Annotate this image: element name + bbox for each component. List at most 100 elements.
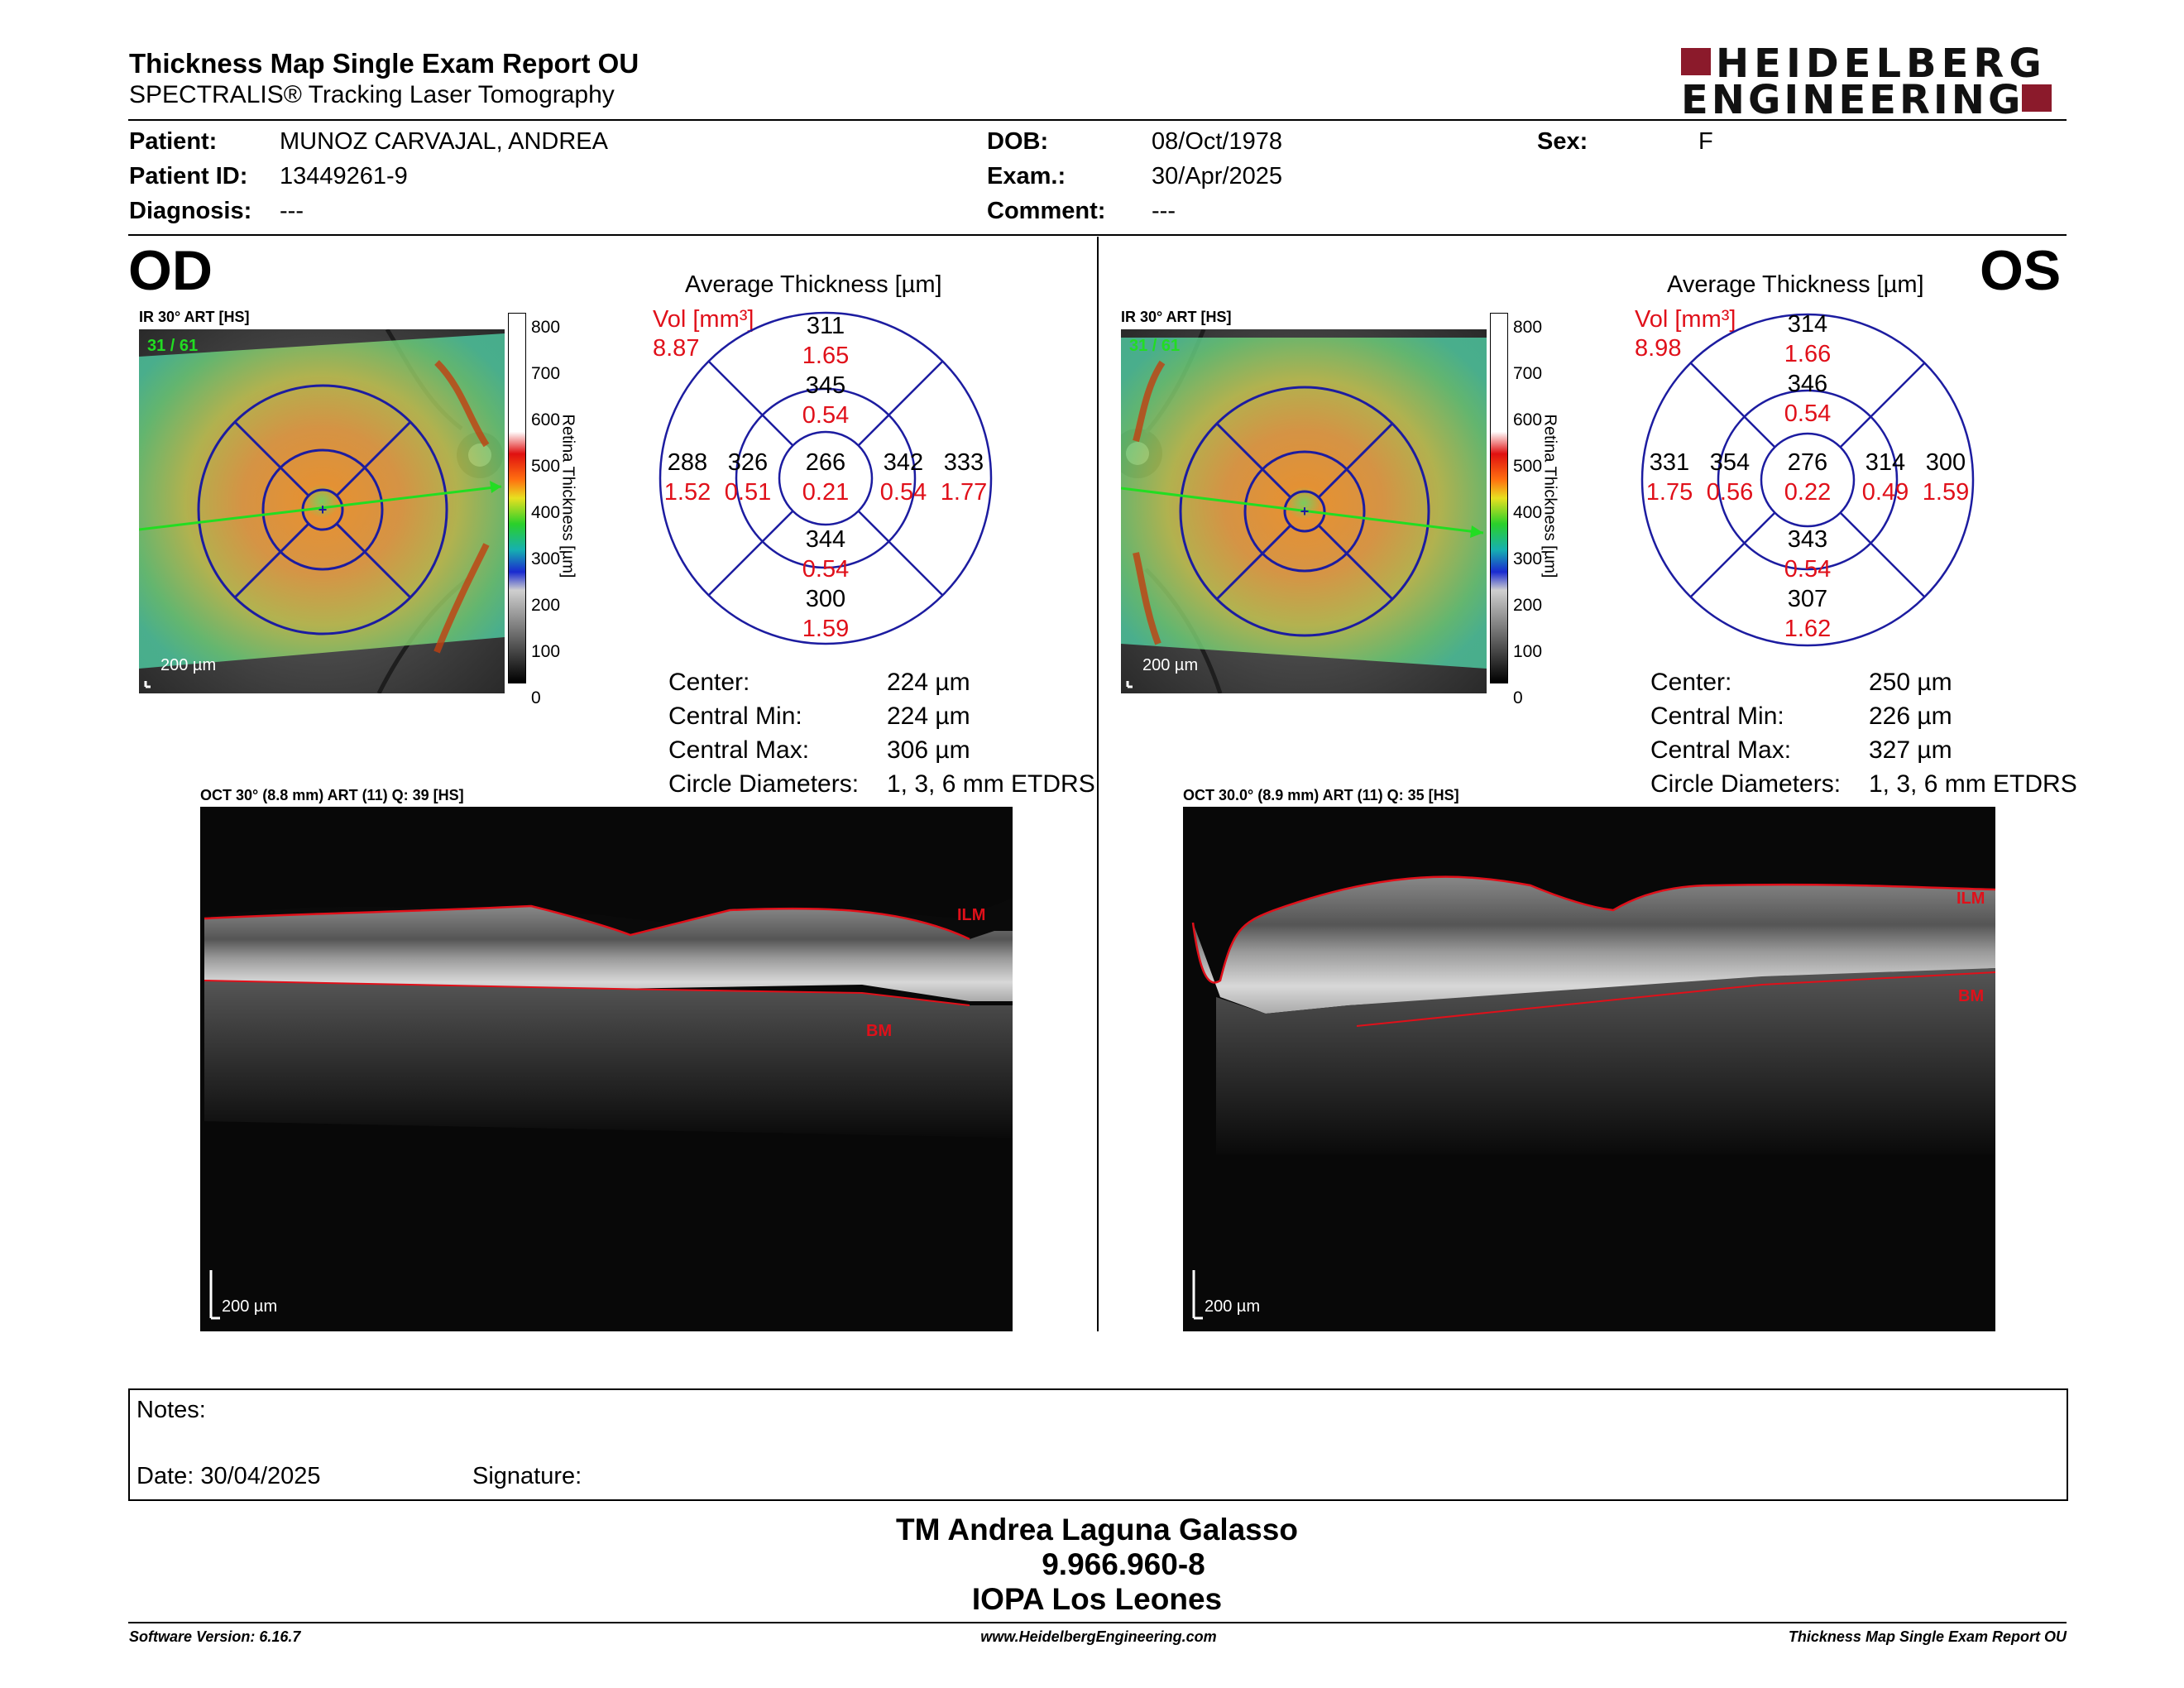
os-inner-top-thickness: 346 [1787, 371, 1828, 397]
od-inner-right-volume: 0.54 [879, 479, 927, 506]
logo-text-bottom: ENGINEERING [1681, 77, 2024, 123]
os-center-label: Center: [1650, 669, 1732, 696]
os-outer-left-thickness: 331 [1649, 449, 1690, 476]
od-outer-left-volume: 1.52 [663, 479, 711, 506]
sex-label: Sex: [1537, 128, 1588, 155]
patient-name: MUNOZ CARVAJAL, ANDREA [280, 128, 608, 155]
os-vol-value: 8.98 [1635, 335, 1682, 362]
od-fundus-image: + [138, 328, 505, 695]
report-title: Thickness Map Single Exam Report OU [129, 48, 639, 79]
od-center-value: 224 µm [887, 669, 970, 696]
od-inner-left-thickness: 326 [727, 449, 769, 476]
od-outer-top-thickness: 311 [806, 313, 845, 339]
os-max-value: 327 µm [1869, 736, 1952, 764]
os-inner-left-volume: 0.56 [1706, 479, 1754, 506]
eye-divider [1097, 237, 1099, 1331]
od-etdrs-grid: 311 1.65 345 0.54 266 0.21 344 0.54 300 1.59 … [659, 311, 993, 645]
od-inner-bottom: 344 0.54 [784, 525, 867, 584]
os-tick-200: 200 [1513, 596, 1543, 615]
os-oct-label: OCT 30.0° (8.9 mm) ART (11) Q: 35 [HS] [1183, 787, 1459, 803]
os-inner-bottom-thickness: 343 [1787, 526, 1828, 553]
od-tick-200: 200 [531, 596, 561, 615]
os-outer-left: 331 1.75 [1640, 448, 1698, 507]
os-outer-bottom-volume: 1.62 [1784, 616, 1832, 642]
patient-label: Patient: [129, 128, 218, 155]
dob-value: 08/Oct/1978 [1152, 128, 1282, 155]
os-ir-label: IR 30° ART [HS] [1121, 309, 1232, 325]
od-vol-label: Vol [mm³] [653, 306, 754, 333]
os-etdrs-grid: 314 1.66 346 0.54 276 0.22 343 0.54 307 1.62 … [1640, 311, 1975, 647]
header-divider [128, 119, 2067, 121]
os-bm-label: BM [1958, 987, 1985, 1005]
comment-label: Comment: [987, 198, 1106, 224]
date-label: Date: 30/04/2025 [136, 1463, 321, 1489]
od-tick-0: 0 [531, 688, 541, 707]
od-bm-label: BM [866, 1022, 893, 1040]
od-outer-right-thickness: 333 [943, 449, 984, 476]
od-center-label: Center: [668, 669, 750, 696]
os-outer-right-thickness: 300 [1925, 449, 1966, 476]
signer-name: TM Andrea Laguna Galasso [896, 1513, 1298, 1547]
os-tick-400: 400 [1513, 503, 1543, 522]
od-outer-bottom-thickness: 300 [805, 586, 846, 612]
os-diam-label: Circle Diameters: [1650, 770, 1842, 798]
os-max-label: Central Max: [1650, 736, 1792, 764]
signer-id: 9.966.960-8 [1042, 1547, 1205, 1581]
od-tick-800: 800 [531, 318, 561, 337]
footer-divider [128, 1622, 2067, 1623]
od-center-thickness: 266 [805, 449, 846, 476]
svg-text:+: + [1300, 503, 1310, 520]
os-center-volume: 0.22 [1784, 479, 1832, 506]
exam-value: 30/Apr/2025 [1152, 163, 1283, 189]
heidelberg-logo: HEIDELBERG ENGINEERING [1681, 41, 2070, 123]
footer-report-name: Thickness Map Single Exam Report OU [1788, 1628, 2067, 1645]
od-inner-top-volume: 0.54 [802, 402, 850, 429]
os-outer-top-thickness: 314 [1787, 311, 1828, 338]
od-tick-700: 700 [531, 364, 561, 383]
os-outer-right: 300 1.59 [1917, 448, 1975, 507]
notes-box[interactable]: Notes: Date: 30/04/2025 Signature: [128, 1388, 2068, 1501]
od-tick-100: 100 [531, 642, 561, 661]
os-center: 276 0.22 [1766, 448, 1849, 507]
os-ir-counter: 31 / 61 [1129, 337, 1181, 355]
report-subtitle: SPECTRALIS® Tracking Laser Tomography [129, 81, 615, 108]
od-scale-label: 200 µm [160, 656, 217, 674]
os-avg-title: Average Thickness [µm] [1667, 271, 1924, 298]
os-inner-right-volume: 0.49 [1861, 479, 1909, 506]
os-tick-0: 0 [1513, 688, 1523, 707]
logo-square-top [1681, 48, 1711, 75]
os-center-thickness: 276 [1787, 449, 1828, 476]
od-inner-top-thickness: 345 [805, 372, 846, 399]
os-outer-right-volume: 1.59 [1922, 479, 1970, 506]
os-inner-right: 314 0.49 [1854, 448, 1917, 507]
os-inner-top-volume: 0.54 [1784, 400, 1832, 427]
od-outer-top-volume: 1.65 [802, 343, 850, 369]
os-eye-label: OS [1980, 239, 2062, 302]
od-colorbar [508, 313, 526, 683]
os-center-value: 250 µm [1869, 669, 1952, 696]
od-tick-600: 600 [531, 410, 561, 429]
website-link[interactable]: www.HeidelbergEngineering.com [980, 1628, 1217, 1645]
od-inner-bottom-volume: 0.54 [802, 556, 850, 583]
os-outer-bottom-thickness: 307 [1787, 586, 1828, 612]
od-min-label: Central Min: [668, 703, 802, 730]
od-outer-right: 333 1.77 [935, 448, 993, 507]
diagnosis-label: Diagnosis: [129, 198, 252, 224]
os-diam-value: 1, 3, 6 mm ETDRS [1869, 770, 2077, 798]
diagnosis-value: --- [280, 198, 304, 224]
patient-id-label: Patient ID: [129, 163, 248, 189]
sex-value: F [1698, 128, 1713, 155]
od-center-volume: 0.21 [802, 479, 850, 506]
od-max-value: 306 µm [887, 736, 970, 764]
comment-value: --- [1152, 198, 1176, 224]
od-outer-right-volume: 1.77 [940, 479, 988, 506]
exam-label: Exam.: [987, 163, 1066, 189]
od-inner-right: 342 0.54 [872, 448, 935, 507]
os-inner-top: 346 0.54 [1766, 369, 1849, 429]
dob-label: DOB: [987, 128, 1049, 155]
od-oct-label: OCT 30° (8.8 mm) ART (11) Q: 39 [HS] [200, 787, 464, 803]
os-vol-label: Vol [mm³] [1635, 306, 1736, 333]
od-colorbar-ticks: 800 700 600 500 400 300 200 100 0 [531, 305, 560, 722]
os-colorbar [1490, 313, 1508, 683]
od-eye-label: OD [128, 239, 213, 302]
